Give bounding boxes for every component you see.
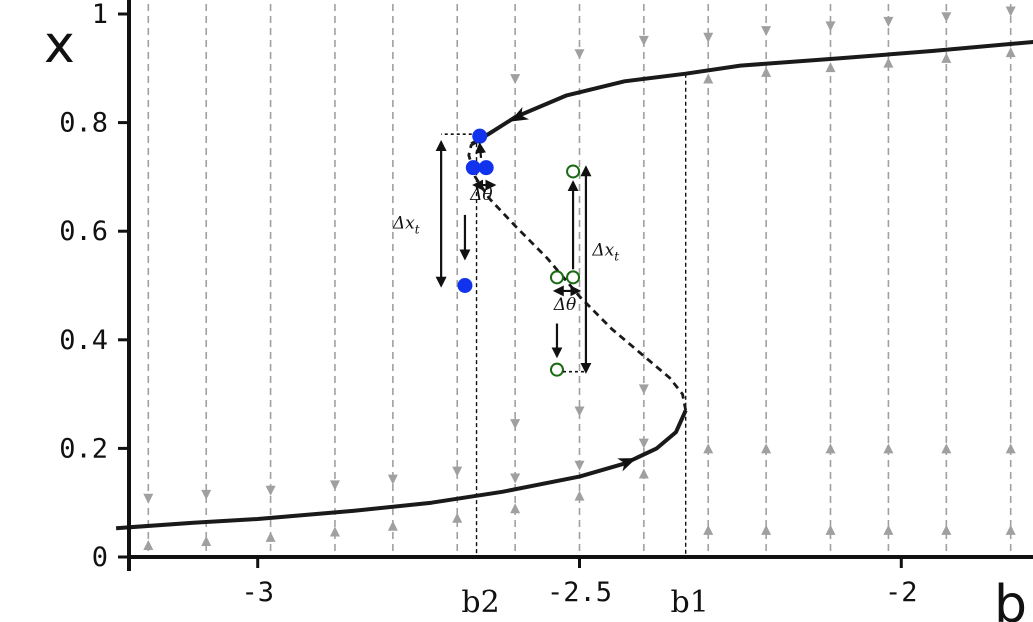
flow-arrow [638, 384, 649, 395]
flow-arrow [329, 526, 340, 537]
flow-arrow [574, 490, 585, 501]
x-axis-label: b [994, 575, 1027, 622]
flow-arrow [761, 524, 772, 535]
critical-point-label: b1 [671, 585, 709, 620]
green-state-point [549, 270, 564, 285]
annotations: Δxt Δθ Δxt Δθ [392, 133, 619, 374]
flow-arrow [703, 32, 714, 43]
flow-arrow [452, 512, 463, 523]
blue-state-point [457, 278, 473, 293]
flow-arrow [201, 489, 212, 500]
stable-branch-line [115, 409, 688, 531]
x-tick-label: -2.5 [547, 577, 612, 608]
flow-arrow [941, 524, 952, 535]
annotation-label: Δθ [469, 185, 493, 205]
flow-arrow [387, 474, 398, 485]
curve-direction-arrow [509, 106, 530, 122]
flow-arrow [452, 466, 463, 477]
up-arrow [475, 142, 487, 158]
stable-branch-line [470, 39, 1033, 147]
flow-arrow [883, 16, 894, 27]
flow-arrow [825, 443, 836, 454]
x-tick-label: -2 [885, 577, 918, 608]
flow-arrow [638, 468, 649, 479]
flow-arrow [510, 74, 521, 85]
green-state-point [549, 362, 564, 377]
equilibrium-curve [115, 39, 1033, 531]
flow-arrow [638, 35, 649, 46]
green-state-point [566, 164, 581, 179]
green-state-point [566, 270, 581, 285]
flow-arrow [387, 520, 398, 531]
state-markers [457, 128, 581, 377]
y-tick-label: 0.2 [59, 433, 108, 464]
flow-arrow [510, 473, 521, 484]
y-tick-label: 1 [92, 0, 108, 30]
flow-arrow [265, 531, 276, 542]
flow-arrow [510, 503, 521, 514]
annotation-label: Δxt [591, 241, 619, 264]
flow-arrow [1005, 443, 1016, 454]
blue-state-point [472, 128, 488, 144]
flow-arrow [329, 480, 340, 491]
y-tick-label: 0.4 [59, 325, 108, 356]
x-tick-label: -3 [241, 577, 274, 608]
flow-arrow [1005, 47, 1016, 58]
flow-arrow [638, 438, 649, 449]
flow-arrow [825, 524, 836, 535]
flow-arrow [761, 66, 772, 77]
flow-arrow [761, 443, 772, 454]
arrowhead [617, 458, 637, 472]
axes: 0 0.2 0.4 0.6 0.8 1 -3 -2.5 -2 b2 b1 x b [44, 0, 1033, 622]
flow-arrow [703, 524, 714, 535]
y-tick-label: 0.6 [59, 216, 108, 247]
y-tick-label: 0 [92, 542, 108, 573]
flow-arrow [574, 406, 585, 417]
annotation-label: Δθ [553, 295, 577, 315]
y-axis-label: x [44, 15, 75, 75]
flow-arrow [201, 536, 212, 547]
flow-arrow [703, 73, 714, 84]
critical-point-label: b2 [461, 585, 499, 620]
blue-state-point [465, 160, 481, 176]
flow-arrow [143, 539, 154, 550]
flow-arrow [265, 485, 276, 496]
flow-arrow [510, 419, 521, 430]
flow-arrow [574, 460, 585, 471]
flow-arrow [1005, 6, 1016, 17]
flow-arrow [574, 49, 585, 60]
curve-direction-arrow [617, 458, 637, 472]
y-tick-label: 0.8 [59, 108, 108, 139]
critical-guides [475, 73, 687, 557]
flow-arrow [941, 12, 952, 23]
flow-arrow [1005, 524, 1016, 535]
flow-arrow [883, 57, 894, 68]
flow-arrow [941, 443, 952, 454]
flow-arrow [825, 62, 836, 73]
arrowhead [509, 106, 530, 122]
flow-arrow [703, 443, 714, 454]
flow-arrow [825, 21, 836, 32]
blue-state-point [478, 160, 494, 176]
flow-field [143, 4, 1016, 557]
flow-arrow [761, 26, 772, 37]
flow-arrow [883, 524, 894, 535]
flow-arrow [941, 52, 952, 63]
annotation-label: Δxt [392, 213, 420, 236]
flow-arrow [883, 443, 894, 454]
flow-arrow [143, 493, 154, 504]
